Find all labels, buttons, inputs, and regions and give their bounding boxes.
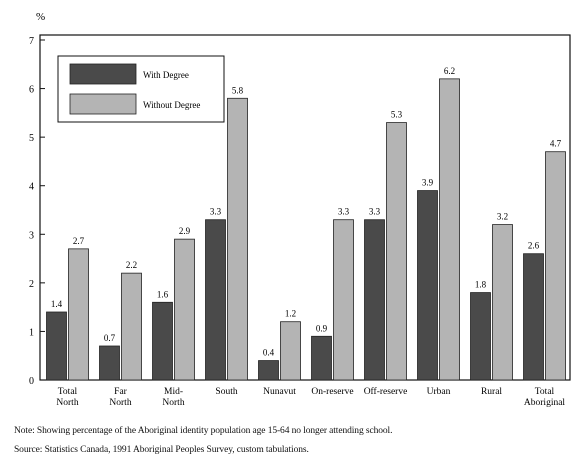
bar-value-label: 1.2 [285,309,296,319]
legend-swatch-with-degree [69,63,137,85]
y-tick-label: 4 [29,182,34,193]
bar-without-degree [545,151,566,381]
x-tick-label-line: Urban [427,387,451,397]
x-tick-label-line: North [56,398,78,408]
x-tick-label: Off-reserve [364,386,408,397]
y-tick-label: 5 [29,133,34,144]
chart-source: Source: Statistics Canada, 1991 Aborigin… [14,445,309,455]
bar-value-label: 0.9 [316,323,328,333]
x-tick-label: Urban [427,387,451,397]
x-tick-label-line: Rural [481,387,502,397]
bar-value-label: 1.8 [475,280,487,290]
x-tick-label-line: On-reserve [311,387,353,397]
bar-without-degree [174,238,195,381]
bar-value-label: 1.6 [157,289,169,299]
bar-with-degree [470,292,491,381]
y-tick-label: 6 [29,85,34,96]
y-tick-label: 3 [29,230,34,241]
bar-value-label: 2.2 [126,260,137,270]
y-tick-label: 0 [29,376,34,387]
bar-with-degree [417,190,438,381]
bar-value-label: 6.2 [444,66,455,76]
x-tick-label-line: North [162,398,184,408]
bar-value-label: 3.3 [210,207,222,217]
bar-with-degree [152,301,173,381]
bar-without-degree [121,272,142,381]
bar-with-degree [311,335,332,381]
bar-value-label: 4.7 [550,139,562,149]
y-axis-ticks: 0 1 2 3 4 5 6 7 [29,36,45,387]
y-tick-label: 7 [29,36,34,47]
x-tick-label: Nunavut [263,387,296,397]
bar-value-label: 3.3 [338,207,350,217]
bar-value-label: 0.7 [104,333,116,343]
bar-value-label: 3.3 [369,207,381,217]
legend-swatch-without-degree [69,93,137,115]
bar-without-degree [280,321,301,381]
bar-without-degree [492,224,513,381]
bar-value-label: 3.9 [422,178,434,188]
x-tick-label: Total Aboriginal [524,387,566,408]
bar-chart: % 0 1 2 3 4 5 6 7 1.4 0.7 1.6 3.3 0.4 0.9 3.3 3.9 1.8 2.… [29,11,571,408]
bar-value-label: 3.2 [497,212,508,222]
x-tick-label-line: South [215,387,237,397]
bar-with-degree [523,253,544,381]
bar-value-label: 5.8 [232,85,244,95]
bar-without-degree [333,219,354,381]
bar-value-label: 2.6 [528,241,540,251]
bar-with-degree [99,345,120,381]
x-tick-label-line: Total [535,387,555,397]
bar-with-degree [258,360,279,381]
x-tick-label-line: Mid- [164,387,183,397]
y-tick-label: 2 [29,279,34,290]
bar-value-label: 2.9 [179,226,191,236]
bar-value-label: 5.3 [391,110,403,120]
x-tick-label-line: North [109,398,131,408]
bar-value-label: 2.7 [73,236,85,246]
x-tick-label: Rural [481,387,502,397]
x-tick-label-line: Far [114,387,128,397]
x-tick-label-line: Aboriginal [524,398,566,408]
bar-with-degree [205,219,226,381]
x-tick-label: Mid-North [162,387,184,408]
bar-without-degree [68,248,89,381]
bar-value-label: 1.4 [51,299,63,309]
legend-label-with-degree: With Degree [143,70,189,80]
legend-label-without-degree: Without Degree [143,100,200,110]
bar-without-degree [439,78,460,381]
x-tick-label-line: Off-reserve [364,386,408,397]
bar-without-degree [227,97,248,381]
x-tick-label: South [215,387,237,397]
y-axis-label: % [36,11,45,23]
x-tick-label: Total North [56,387,78,408]
x-tick-label: Far North [109,387,131,408]
x-tick-label-line: Nunavut [263,387,296,397]
y-tick-label: 1 [29,327,34,338]
chart-note: Note: Showing percentage of the Aborigin… [14,426,393,436]
bar-value-label: 0.4 [263,348,275,358]
legend: With Degree Without Degree [57,55,225,123]
bar-with-degree [364,219,385,381]
x-tick-label: On-reserve [311,387,353,397]
bars: 1.4 0.7 1.6 3.3 0.4 0.9 3.3 3.9 1.8 2.6 2.7 2.2 2.9 5… [46,66,566,381]
bar-without-degree [386,122,407,381]
bar-with-degree [46,311,67,381]
x-tick-label-line: Total [58,387,78,397]
